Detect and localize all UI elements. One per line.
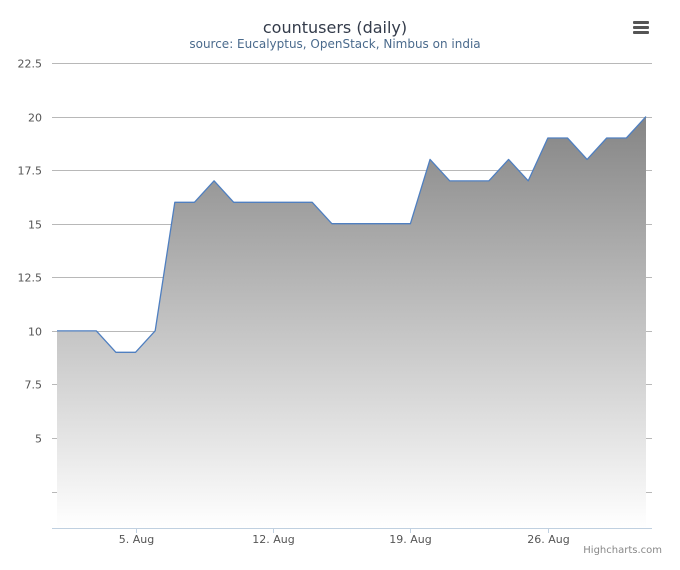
y-axis-labels: 5 7.5 10 12.5 15 17.5 20 22.5 — [18, 58, 43, 446]
x-tick-label: 19. Aug — [389, 533, 431, 546]
credits-link[interactable]: Highcharts.com — [583, 545, 662, 556]
y-tick-label: 22.5 — [18, 58, 43, 71]
x-tick-label: 26. Aug — [527, 533, 569, 546]
y-tick-label: 7.5 — [25, 379, 43, 392]
x-axis: 5. Aug 12. Aug 19. Aug 26. Aug — [52, 528, 652, 546]
y-tick-label: 12.5 — [18, 272, 43, 285]
y-tick-label: 5 — [35, 433, 42, 446]
series-line — [57, 116, 647, 353]
chart-title: countusers (daily) — [263, 18, 407, 37]
x-tick-label: 12. Aug — [252, 533, 294, 546]
hamburger-menu-icon — [633, 21, 649, 34]
chart-menu-button[interactable] — [629, 17, 653, 39]
y-tick-label: 20 — [28, 112, 42, 125]
chart-subtitle: source: Eucalyptus, OpenStack, Nimbus on… — [189, 37, 480, 51]
series-area — [57, 116, 647, 528]
y-tick-label: 15 — [28, 219, 42, 232]
y-tick-label: 10 — [28, 326, 42, 339]
x-tick-label: 5. Aug — [119, 533, 154, 546]
y-tick-label: 17.5 — [18, 165, 43, 178]
area-fill — [57, 116, 646, 528]
